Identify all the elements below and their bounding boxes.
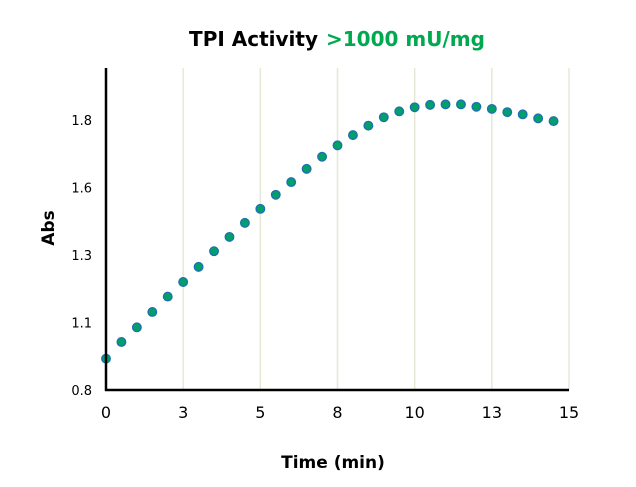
x-tick-label: 15 bbox=[559, 403, 579, 422]
x-tick-label: 0 bbox=[101, 403, 111, 422]
title-main: TPI Activity bbox=[189, 27, 318, 51]
data-point bbox=[363, 120, 374, 131]
data-point bbox=[502, 107, 513, 118]
x-tick-label: 13 bbox=[482, 403, 502, 422]
data-point bbox=[533, 113, 544, 124]
y-axis-label: Abs bbox=[39, 210, 59, 245]
x-tick-label: 10 bbox=[404, 403, 424, 422]
title-highlight: >1000 mU/mg bbox=[326, 27, 485, 51]
data-point bbox=[317, 151, 328, 162]
data-point bbox=[286, 177, 297, 188]
x-tick-label: 3 bbox=[178, 403, 188, 422]
data-point bbox=[347, 130, 358, 141]
chart-title: TPI Activity >1000 mU/mg bbox=[189, 27, 485, 51]
data-point bbox=[456, 99, 466, 110]
data-point bbox=[301, 163, 312, 174]
x-tick-label: 5 bbox=[255, 403, 265, 422]
y-tick-label: 1.8 bbox=[71, 114, 92, 129]
data-point bbox=[239, 217, 250, 228]
data-point bbox=[209, 246, 219, 257]
x-axis-label: Time (min) bbox=[281, 453, 385, 473]
data-point bbox=[193, 261, 204, 272]
data-point bbox=[378, 112, 389, 123]
y-tick-labels: 0.8 1.1 1.3 1.6 1.8 bbox=[71, 114, 92, 399]
data-point bbox=[440, 99, 451, 110]
data-point bbox=[409, 102, 420, 113]
data-point bbox=[517, 109, 528, 120]
data-points bbox=[101, 99, 559, 364]
y-tick-label: 1.6 bbox=[71, 182, 92, 197]
x-tick-label: 8 bbox=[332, 403, 342, 422]
data-point bbox=[147, 307, 158, 317]
y-tick-label: 1.1 bbox=[71, 317, 92, 332]
data-point bbox=[332, 140, 343, 151]
data-point bbox=[548, 116, 559, 127]
data-point bbox=[394, 106, 405, 117]
data-point bbox=[162, 291, 173, 302]
data-point bbox=[131, 322, 142, 333]
x-tick-labels: 0 3 5 8 10 13 15 bbox=[101, 403, 579, 422]
data-point bbox=[471, 101, 482, 112]
data-point bbox=[116, 336, 127, 347]
data-point bbox=[425, 99, 436, 110]
data-point bbox=[178, 277, 189, 287]
data-point bbox=[255, 203, 266, 214]
data-point bbox=[224, 231, 235, 242]
y-tick-label: 0.8 bbox=[71, 384, 92, 399]
data-point bbox=[270, 189, 281, 200]
y-tick-label: 1.3 bbox=[71, 249, 92, 264]
gridlines bbox=[182, 68, 570, 390]
data-point bbox=[486, 103, 497, 114]
